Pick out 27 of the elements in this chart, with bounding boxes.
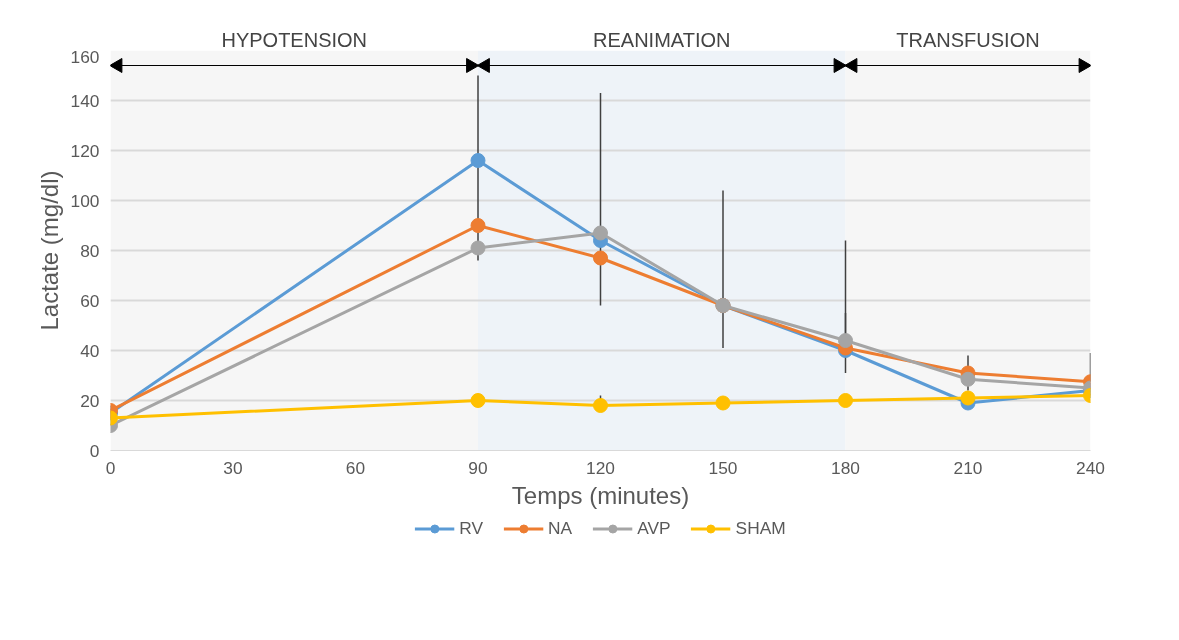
x-axis-title: Temps (minutes): [511, 481, 690, 509]
y-tick-label: 120: [70, 140, 100, 161]
y-tick-label: 0: [89, 440, 100, 461]
y-axis-title: Lactate (mg/dl): [35, 170, 63, 331]
x-tick-label: 90: [468, 457, 488, 478]
x-tick-label: 240: [1076, 457, 1105, 478]
y-tick-label: 20: [80, 390, 100, 411]
x-tick-label: 60: [345, 457, 366, 478]
band-label: TRANSFUSION: [896, 28, 1040, 51]
band-label: REANIMATION: [593, 28, 731, 51]
x-tick-label: 150: [708, 457, 738, 478]
band-label: HYPOTENSION: [221, 28, 368, 51]
y-tick-label: 100: [70, 190, 100, 211]
legend-label: RV: [459, 517, 484, 539]
x-tick-label: 0: [105, 457, 116, 478]
legend-label: SHAM: [735, 517, 786, 539]
y-tick-label: 140: [70, 90, 100, 111]
y-tick-label: 160: [70, 46, 100, 67]
x-tick-label: 30: [223, 457, 243, 478]
x-tick-label: 180: [831, 457, 860, 478]
y-tick-label: 60: [80, 290, 100, 311]
x-tick-label: 210: [953, 457, 983, 478]
y-tick-label: 40: [80, 340, 100, 361]
x-tick-label: 120: [586, 457, 615, 478]
legend-label: NA: [548, 517, 573, 539]
y-tick-label: 80: [80, 240, 100, 261]
legend-label: AVP: [637, 517, 671, 539]
